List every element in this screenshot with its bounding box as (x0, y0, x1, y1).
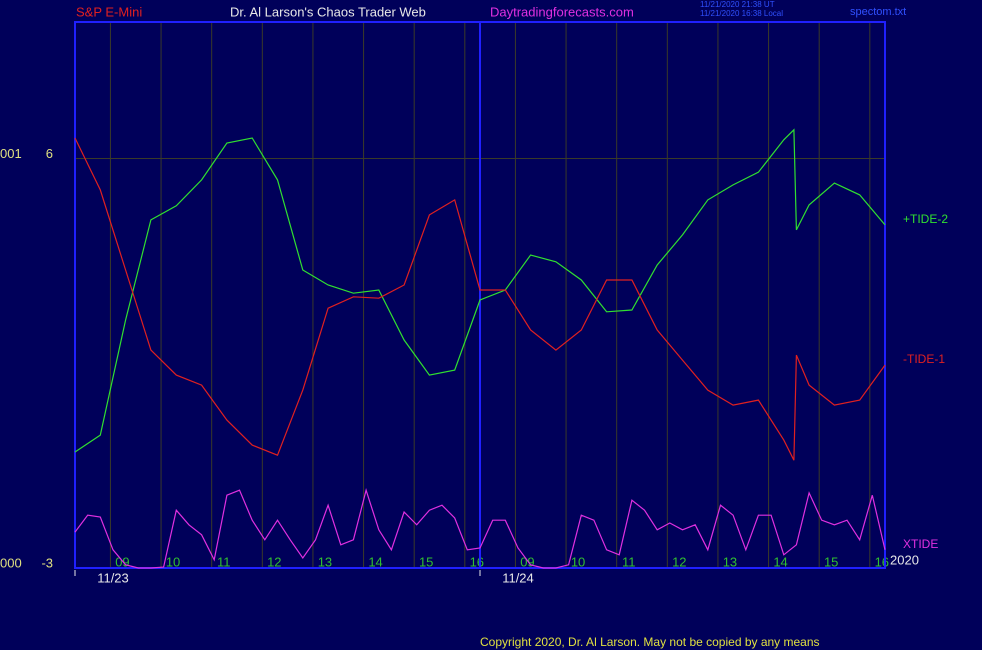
x-tick-label: 12 (267, 554, 281, 569)
y-tick-label: -3 (41, 555, 53, 570)
x-tick-label: 09 (520, 554, 534, 569)
website: Daytradingforecasts.com (490, 4, 634, 19)
timestamp: 11/21/2020 16:38 Local (700, 9, 783, 18)
legend-label: XTIDE (903, 537, 938, 551)
x-tick-label: 10 (571, 554, 585, 569)
date-label: 11/23 (97, 570, 129, 585)
series-line (74, 137, 886, 461)
legend-label: -TIDE-1 (903, 352, 945, 366)
title: Dr. Al Larson's Chaos Trader Web (230, 4, 426, 19)
timestamp: 11/21/2020 21:38 UT (700, 0, 775, 9)
x-tick-label: 13 (723, 554, 737, 569)
x-tick-label: 15 (419, 554, 433, 569)
file-name: spectom.txt (850, 6, 906, 18)
x-tick-label: 13 (318, 554, 332, 569)
series-line (74, 488, 886, 569)
y-side-label: 000 (0, 555, 22, 570)
x-tick-label: 11 (217, 554, 231, 569)
x-tick-label: 12 (672, 554, 686, 569)
year-label: 2020 (890, 552, 919, 567)
x-tick-label: 14 (773, 554, 787, 569)
x-tick-label: 11 (622, 554, 636, 569)
copyright: Copyright 2020, Dr. Al Larson. May not b… (480, 635, 820, 649)
y-tick-label: 6 (46, 146, 53, 161)
legend-label: +TIDE-2 (903, 212, 948, 226)
symbol: S&P E-Mini (76, 4, 142, 19)
date-label: 11/24 (502, 570, 534, 585)
x-tick-label: 15 (824, 554, 838, 569)
y-side-label: 001 (0, 146, 22, 161)
x-tick-label: 10 (166, 554, 180, 569)
x-tick-label: 14 (368, 554, 382, 569)
